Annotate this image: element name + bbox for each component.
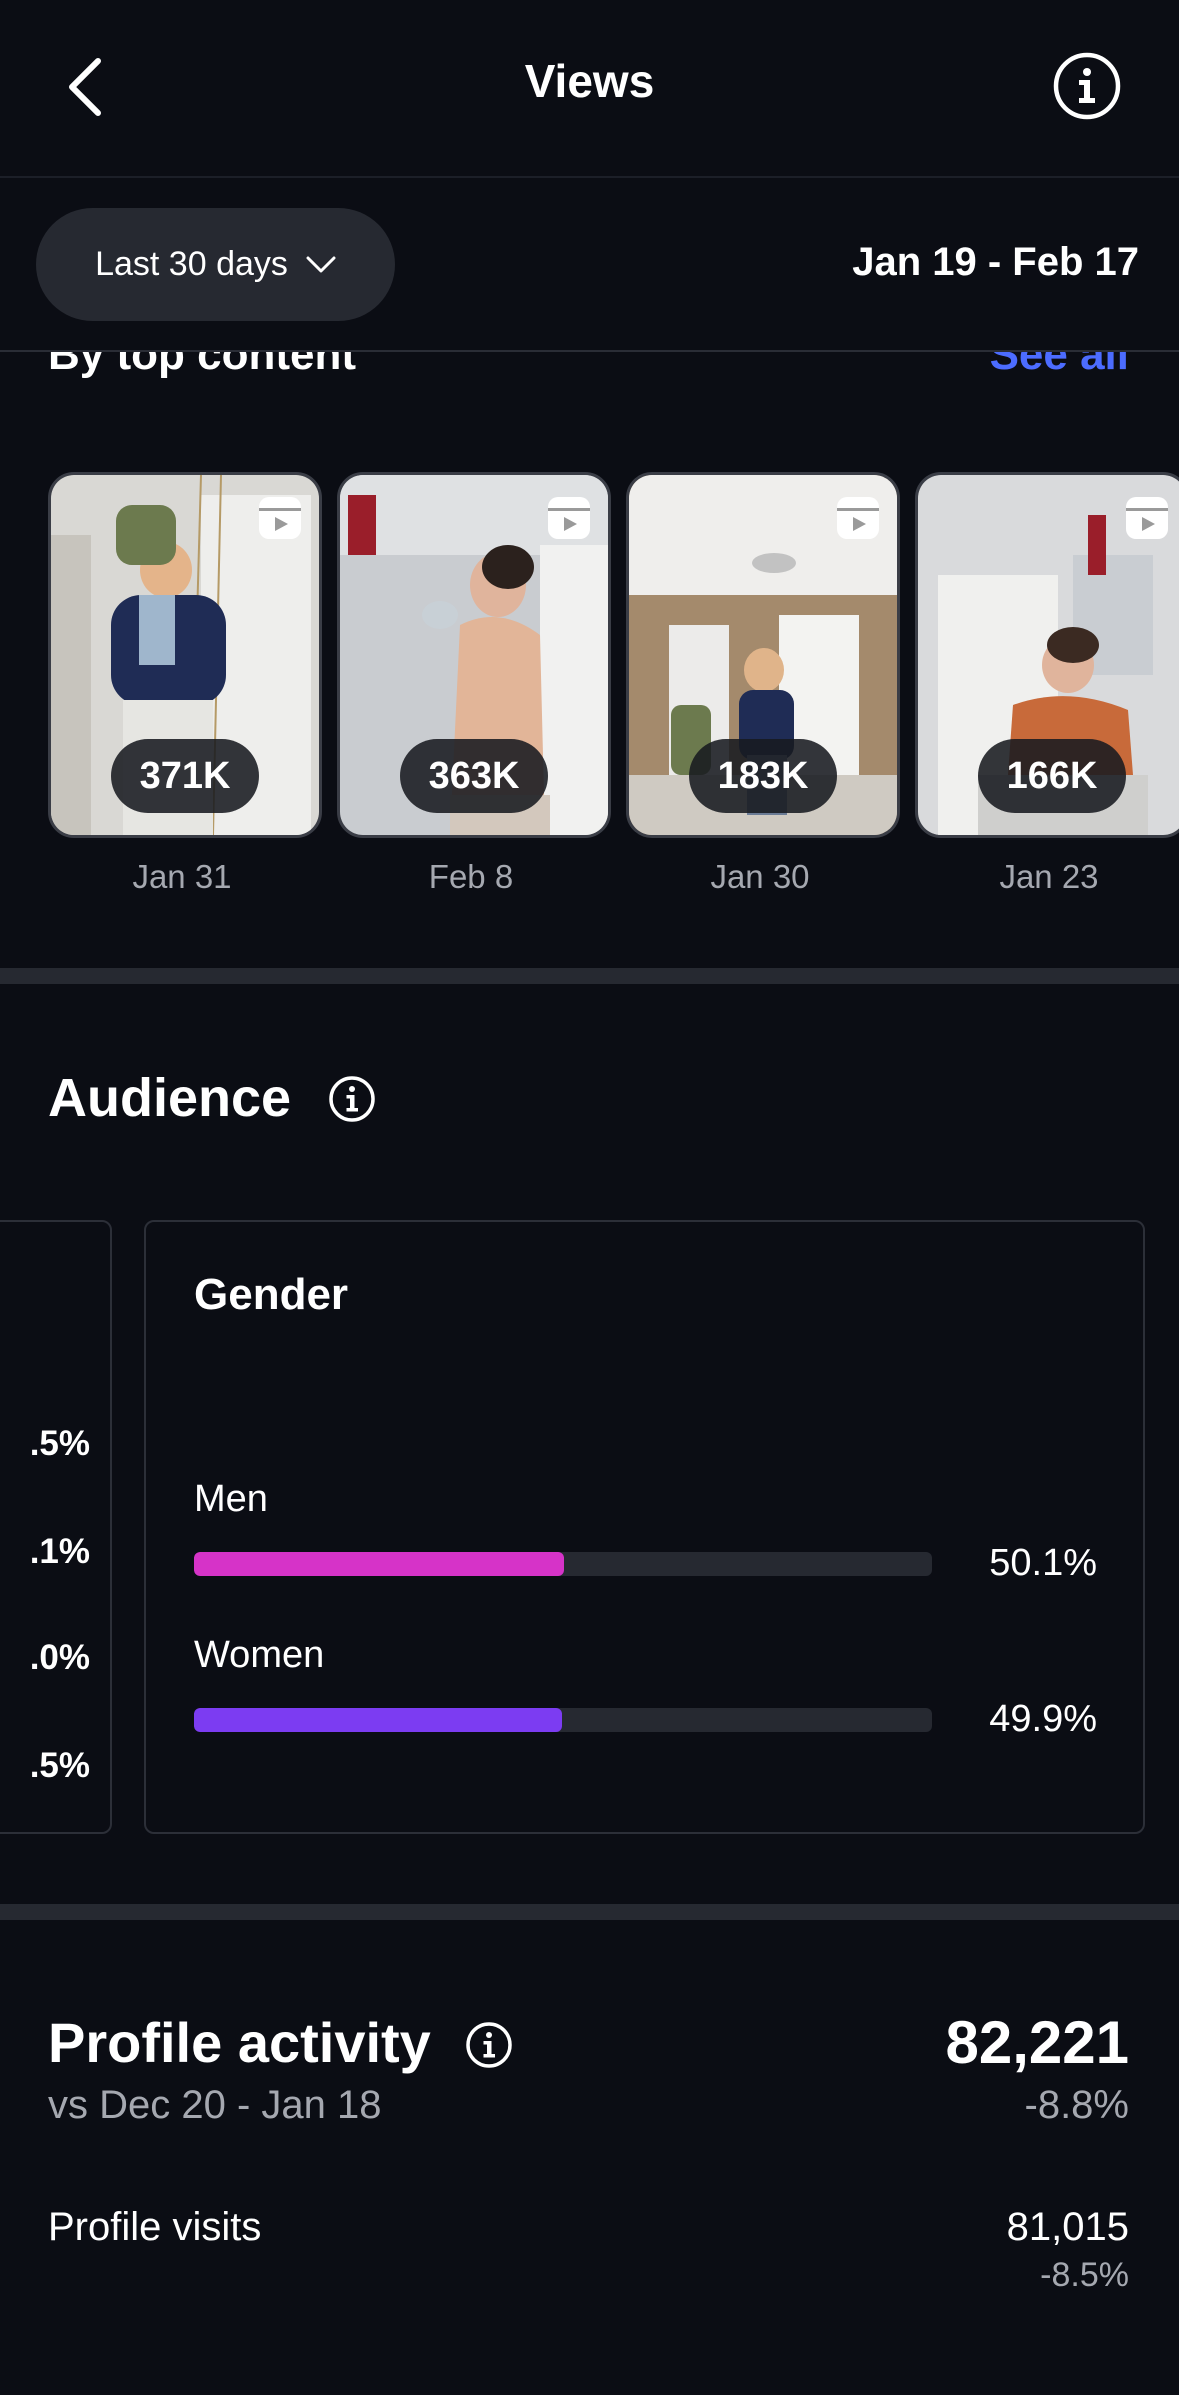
reel-thumbnail-4[interactable]: 166K xyxy=(915,472,1179,838)
audience-title: Audience xyxy=(48,1068,292,1128)
top-content-title: By top content xyxy=(48,352,356,379)
gender-percent-men: 50.1% xyxy=(989,1542,1097,1584)
profile-visits-value: 81,015 xyxy=(1006,2205,1129,2249)
gender-bar-fill-men xyxy=(194,1552,564,1576)
page-title: Views xyxy=(524,55,655,107)
chevron-left-icon xyxy=(69,58,101,116)
date-range-dropdown-label: Last 30 days xyxy=(95,245,288,283)
see-all-link[interactable]: See all xyxy=(989,352,1129,379)
reel-icon xyxy=(837,497,879,539)
reel-views-badge: 363K xyxy=(400,739,548,813)
profile-activity-title: Profile activity xyxy=(48,2011,431,2074)
comparison-period: vs Dec 20 - Jan 18 xyxy=(48,2083,382,2127)
profile-visits-change: -8.5% xyxy=(1040,2256,1129,2294)
age-percent: .5% xyxy=(29,1424,90,1463)
profile-visits-label: Profile visits xyxy=(48,2205,262,2249)
profile-activity-change: -8.8% xyxy=(1024,2083,1130,2127)
gender-percent-women: 49.9% xyxy=(989,1698,1097,1740)
info-button[interactable] xyxy=(1053,52,1121,120)
top-content-header: By top content See all xyxy=(0,352,1179,402)
reel-icon xyxy=(548,497,590,539)
section-divider xyxy=(0,1904,1179,1920)
age-percent: .1% xyxy=(29,1532,90,1571)
info-icon[interactable] xyxy=(465,2021,513,2069)
reel-thumbnail-3[interactable]: 183K xyxy=(626,472,900,838)
date-range-text: Jan 19 - Feb 17 xyxy=(852,240,1139,284)
reel-date: Feb 8 xyxy=(428,858,514,895)
info-icon xyxy=(1053,52,1121,120)
reel-views-badge: 371K xyxy=(111,739,259,813)
gender-label-women: Women xyxy=(194,1634,325,1676)
date-range-dropdown[interactable]: Last 30 days xyxy=(36,208,395,321)
age-percent: .5% xyxy=(29,1746,90,1785)
gender-label-men: Men xyxy=(194,1478,268,1520)
gender-title: Gender xyxy=(194,1270,349,1319)
info-icon[interactable] xyxy=(328,1075,376,1123)
profile-activity-total: 82,221 xyxy=(945,2009,1129,2076)
chevron-down-icon xyxy=(306,256,336,272)
reel-date: Jan 23 xyxy=(999,858,1099,895)
reel-views-badge: 183K xyxy=(689,739,837,813)
gender-bar-men xyxy=(194,1552,932,1576)
reel-thumbnail-1[interactable]: 371K xyxy=(48,472,322,838)
age-range-card[interactable]: .5% .1% .0% .5% xyxy=(0,1220,112,1834)
reel-icon xyxy=(259,497,301,539)
gender-bar-fill-women xyxy=(194,1708,563,1732)
gender-bar-women xyxy=(194,1708,932,1732)
section-divider xyxy=(0,968,1179,984)
back-button[interactable] xyxy=(48,42,120,132)
reel-date: Jan 31 xyxy=(132,858,232,895)
top-bar xyxy=(0,0,1179,178)
gender-card[interactable]: Gender Men 50.1% Women 49.9% xyxy=(144,1220,1145,1834)
reel-thumbnail-2[interactable]: 363K xyxy=(337,472,611,838)
reel-icon xyxy=(1126,497,1168,539)
reel-views-badge: 166K xyxy=(978,739,1126,813)
reel-date: Jan 30 xyxy=(710,858,810,895)
age-percent: .0% xyxy=(29,1638,90,1677)
